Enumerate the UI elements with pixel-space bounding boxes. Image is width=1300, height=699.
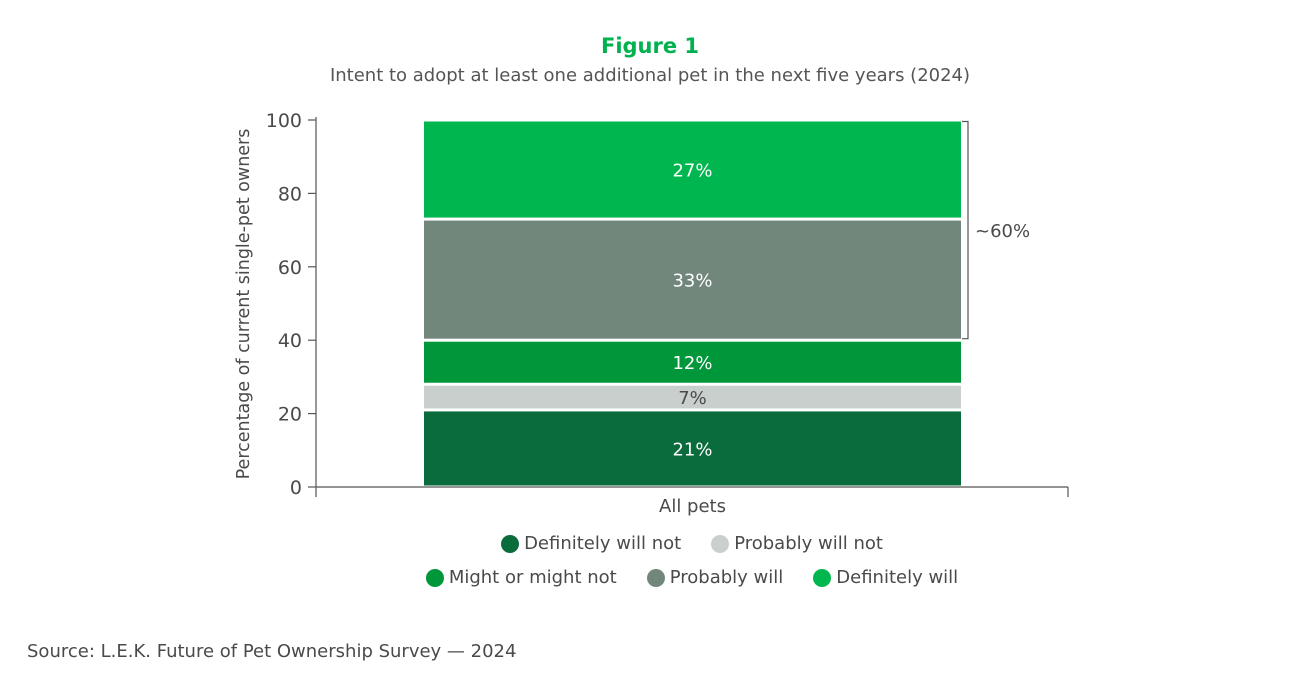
y-tick-label: 60 bbox=[278, 257, 302, 279]
source-note: Source: L.E.K. Future of Pet Ownership S… bbox=[27, 641, 517, 662]
data-label: 33% bbox=[672, 271, 712, 292]
legend-label: Probably will not bbox=[734, 533, 883, 554]
legend-swatch-icon bbox=[501, 534, 520, 553]
bar-segment-definitely-will bbox=[424, 121, 961, 218]
bracket-annotation bbox=[962, 120, 969, 340]
legend-swatch-icon bbox=[646, 568, 665, 587]
legend-row: Might or might not Probably will Definitel… bbox=[316, 567, 1068, 588]
y-axis-label: Percentage of current single-pet owners bbox=[234, 129, 254, 480]
legend-item: Probably will not bbox=[711, 533, 883, 554]
y-tick-label: 100 bbox=[266, 110, 302, 132]
data-label: 7% bbox=[678, 388, 707, 409]
x-tick-label: All pets bbox=[659, 496, 726, 517]
y-tick-label: 80 bbox=[278, 183, 302, 205]
annotation-label: ~60% bbox=[975, 221, 1030, 242]
y-tick-label: 40 bbox=[278, 330, 302, 352]
legend-item: Definitely will bbox=[813, 567, 958, 588]
bar-segment-probably-will bbox=[424, 220, 961, 339]
y-tick-label: 20 bbox=[278, 404, 302, 426]
data-label: 12% bbox=[672, 353, 712, 374]
legend-item: Might or might not bbox=[425, 567, 617, 588]
chart-title: Figure 1 bbox=[600, 34, 700, 58]
legend-label: Definitely will not bbox=[524, 533, 682, 554]
y-tick-label: 0 bbox=[290, 477, 302, 499]
bar-segment-might-or-might-not bbox=[424, 341, 961, 383]
bar-segment-probably-will-not bbox=[424, 385, 961, 409]
legend-label: Probably will bbox=[669, 567, 784, 588]
legend-swatch-icon bbox=[425, 568, 444, 587]
legend-label: Might or might not bbox=[448, 567, 617, 588]
legend-swatch-icon bbox=[813, 568, 832, 587]
legend-item: Probably will bbox=[646, 567, 784, 588]
chart-subtitle: Intent to adopt at least one additional … bbox=[329, 65, 971, 86]
data-label: 27% bbox=[672, 161, 712, 182]
data-label: 21% bbox=[672, 439, 712, 460]
legend-label: Definitely will bbox=[836, 567, 959, 588]
legend-item: Definitely will not bbox=[501, 533, 681, 554]
legend-row: Definitely will not Probably will not bbox=[316, 533, 1068, 554]
bar-segment-definitely-will-not bbox=[424, 411, 961, 486]
legend-swatch-icon bbox=[711, 534, 730, 553]
